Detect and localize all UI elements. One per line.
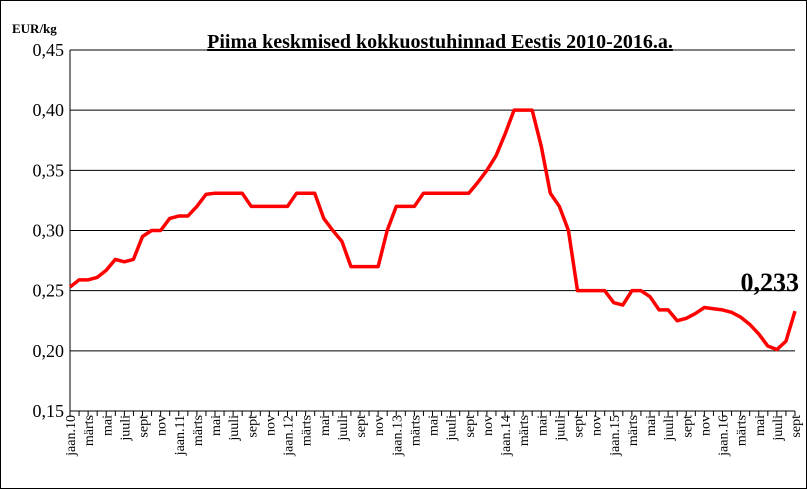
x-tick-label: sept xyxy=(572,415,587,438)
x-tick-label: nov xyxy=(155,415,170,436)
x-tick-label: mai xyxy=(318,415,333,436)
x-tick-label: mai xyxy=(644,415,659,436)
x-tick-label: sept xyxy=(789,415,804,438)
x-tick-label: jaan.14 xyxy=(499,415,514,457)
y-tick-label: 0,25 xyxy=(33,281,65,301)
x-tick-label: mai xyxy=(427,415,442,436)
x-tick-label: mai xyxy=(100,415,115,436)
y-tick-label: 0,30 xyxy=(33,221,65,241)
x-tick-label: nov xyxy=(263,415,278,436)
x-tick-label: märts xyxy=(735,415,750,446)
x-tick-label: mai xyxy=(209,415,224,436)
chart-title: Piima keskmised kokkuostuhinnad Eestis 2… xyxy=(207,31,673,53)
x-tick-label: jaan.15 xyxy=(608,415,623,457)
x-tick-label: sept xyxy=(463,415,478,438)
x-tick-label: märts xyxy=(517,415,532,446)
x-tick-label: juuli xyxy=(227,415,242,442)
x-tick-label: märts xyxy=(408,415,423,446)
y-tick-label: 0,20 xyxy=(33,341,65,361)
y-tick-label: 0,45 xyxy=(33,40,65,60)
x-tick-label: mai xyxy=(535,415,550,436)
x-tick-label: juuli xyxy=(336,415,351,442)
x-tick-label: märts xyxy=(626,415,641,446)
x-tick-label: jaan.16 xyxy=(717,415,732,457)
x-tick-label: juuli xyxy=(118,415,133,442)
data-label: 0,233 xyxy=(741,268,800,297)
x-tick-label: juuli xyxy=(771,415,786,442)
x-tick-label: jaan.11 xyxy=(173,415,188,456)
x-tick-label: juuli xyxy=(662,415,677,442)
x-tick-label: märts xyxy=(300,415,315,446)
x-tick-label: jaan.12 xyxy=(282,415,297,457)
x-tick-label: nov xyxy=(481,415,496,436)
y-tick-label: 0,40 xyxy=(33,100,65,120)
x-tick-label: mai xyxy=(753,415,768,436)
x-tick-label: nov xyxy=(698,415,713,436)
y-tick-label: 0,15 xyxy=(33,401,65,421)
x-tick-label: märts xyxy=(191,415,206,446)
y-axis-label: EUR/kg xyxy=(12,21,57,36)
x-tick-label: jaan.13 xyxy=(390,415,405,457)
x-tick-label: sept xyxy=(354,415,369,438)
x-tick-label: juuli xyxy=(553,415,568,442)
x-tick-label: märts xyxy=(82,415,97,446)
x-tick-label: jaan.10 xyxy=(64,415,79,457)
y-tick-label: 0,35 xyxy=(33,160,65,180)
line-series xyxy=(68,108,797,352)
x-tick-label: sept xyxy=(245,415,260,438)
x-tick-label: sept xyxy=(137,415,152,438)
x-tick-label: nov xyxy=(590,415,605,436)
x-tick-label: sept xyxy=(680,415,695,438)
x-tick-label: nov xyxy=(372,415,387,436)
x-tick-label: juuli xyxy=(445,415,460,442)
